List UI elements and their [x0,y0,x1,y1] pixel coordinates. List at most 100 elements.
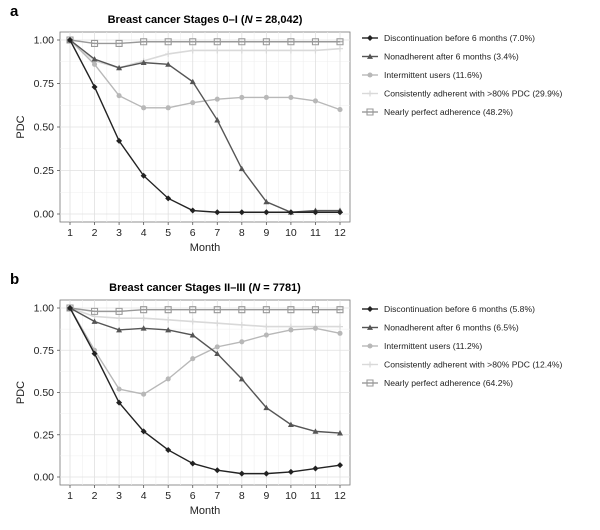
legend-item: Intermittent users (11.2%) [362,341,482,351]
data-point [312,209,319,216]
data-point [262,38,270,46]
chart-title: Breast cancer Stages II–III (N = 7781) [109,282,301,294]
legend-label: Intermittent users (11.2%) [384,341,482,351]
data-point [288,327,294,333]
y-tick-label: 0.75 [34,345,55,357]
data-point [263,332,269,338]
x-tick-label: 2 [92,490,98,502]
data-point [164,306,172,314]
data-point [213,38,221,46]
data-point [115,307,123,315]
y-axis-title: PDC [15,381,27,404]
x-axis-title: Month [190,242,221,254]
data-point [287,468,294,475]
data-point [238,321,245,328]
x-tick-label: 5 [165,227,171,239]
data-point [337,107,343,113]
x-tick-label: 9 [263,227,269,239]
data-point [67,305,73,311]
chart-title: Breast cancer Stages 0–I (N = 28,042) [108,14,303,26]
data-point [337,330,343,336]
legend-marker [367,324,373,330]
data-point [239,339,245,345]
data-point [90,39,99,48]
data-point [189,207,196,214]
data-point [263,198,270,205]
title-part: N [252,282,261,294]
x-tick-label: 8 [239,490,245,502]
data-point [116,386,122,392]
data-point [189,78,196,85]
legend-label: Nearly perfect adherence (64.2%) [384,378,513,388]
data-point [311,306,320,314]
x-tick-label: 3 [116,490,122,502]
data-point [141,391,147,397]
data-point [239,94,245,100]
legend-label: Nearly perfect adherence (48.2%) [384,107,513,117]
legend: Discontinuation before 6 months (7.0%) No… [362,33,563,117]
data-point [165,376,171,382]
series-line [69,39,340,45]
data-point [263,47,270,54]
legend-marker [366,108,374,116]
data-point [140,38,148,46]
legend-label: Consistently adherent with >80% PDC (12.… [384,360,563,370]
legend-label: Discontinuation before 6 months (7.0%) [384,33,535,43]
series-line [69,307,340,328]
data-point [337,209,343,216]
data-point [140,428,147,435]
data-point [91,56,98,62]
data-point [214,209,221,216]
data-point [165,446,172,453]
data-point [164,38,172,46]
series-line [69,307,341,395]
data-point [337,430,343,436]
legend-item: Discontinuation before 6 months (5.8%) [362,304,535,314]
series-5 [66,36,344,48]
data-point [91,350,98,357]
data-point [312,325,319,331]
data-point [189,38,197,46]
data-point [288,94,294,100]
data-point [189,47,196,54]
data-point [263,323,270,330]
legend-marker [367,53,373,59]
legend-item: Intermittent users (11.6%) [362,70,482,80]
data-point [165,50,172,57]
legend-label: Nonadherent after 6 months (3.4%) [384,52,519,62]
legend-marker [367,72,373,78]
x-tick-label: 8 [239,227,245,239]
x-tick-label: 1 [67,490,73,502]
data-point [140,172,147,179]
data-point [311,38,320,46]
y-tick-label: 0.00 [34,209,55,221]
y-tick-label: 0.50 [34,387,55,399]
data-point [287,306,295,314]
x-tick-label: 5 [165,490,171,502]
y-tick-label: 0.50 [34,122,55,134]
data-point [116,326,123,333]
data-point [214,47,221,54]
data-point [214,320,221,327]
data-point [189,332,196,338]
series-1 [67,305,343,477]
series-1 [67,37,343,216]
data-point [214,96,220,102]
data-point [165,326,172,333]
data-point [165,316,172,323]
title-part: Breast cancer Stages II–III ( [109,282,252,294]
data-point [189,306,197,314]
chart-panel-a: a Breast cancer Stages 0–I (N = 28,042) 0.… [10,3,563,254]
y-tick-label: 0.75 [34,78,55,90]
data-point [214,350,221,357]
x-tick-label: 1 [67,227,73,239]
data-point [67,37,73,43]
data-point [165,105,171,111]
data-point [337,45,343,52]
data-point [116,399,123,406]
legend-label: Nonadherent after 6 months (6.5%) [384,323,519,333]
data-point [337,462,343,469]
panel-label: a [10,3,19,20]
legend-item: Nonadherent after 6 months (6.5%) [362,323,519,333]
data-point [90,307,99,315]
